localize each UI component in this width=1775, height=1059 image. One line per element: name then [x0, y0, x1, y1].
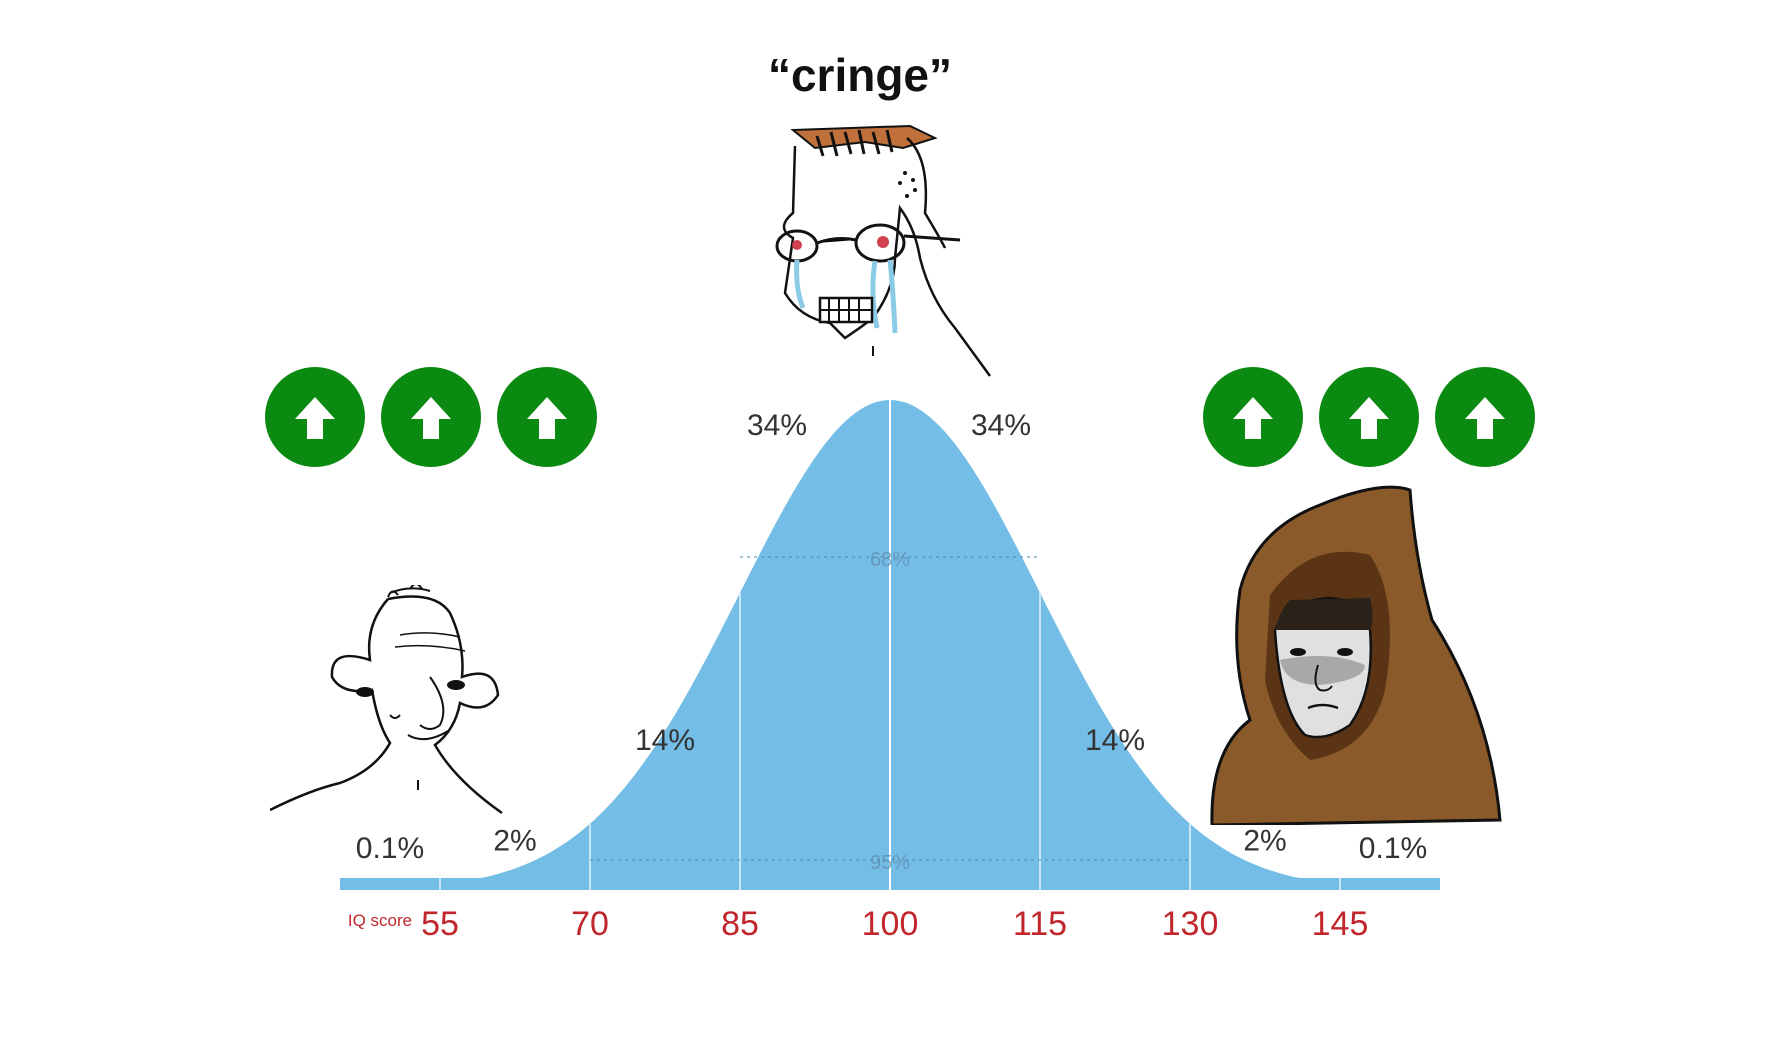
x-tick-label: 115	[1013, 905, 1067, 943]
upvote-button[interactable]	[497, 367, 597, 467]
upvote-group-left	[265, 367, 597, 467]
cringe-caption: “cringe”	[767, 49, 953, 101]
x-axis-label: IQ score	[348, 911, 412, 930]
upvote-button[interactable]	[381, 367, 481, 467]
crying-wojak-face	[775, 124, 992, 377]
upvote-group-right	[1203, 367, 1535, 467]
arrow-up-icon	[1349, 397, 1389, 439]
band-percent-label: 2%	[493, 824, 536, 857]
wojak-simple-face	[270, 585, 503, 815]
band-percent-label: 34%	[971, 409, 1031, 442]
arrow-up-icon	[527, 397, 567, 439]
upvote-button[interactable]	[1435, 367, 1535, 467]
band-percent-label: 2%	[1243, 824, 1286, 857]
upvote-button[interactable]	[1203, 367, 1303, 467]
arrow-up-icon	[295, 397, 335, 439]
hooded-wojak-face	[1210, 485, 1502, 825]
x-tick-label: 145	[1312, 905, 1369, 943]
x-tick-label: 85	[721, 905, 759, 943]
upvote-button[interactable]	[265, 367, 365, 467]
band-percent-label: 14%	[1085, 724, 1145, 757]
arrow-up-icon	[411, 397, 451, 439]
x-tick-label: 130	[1162, 905, 1219, 943]
arrow-up-icon	[1233, 397, 1273, 439]
upvote-button[interactable]	[1319, 367, 1419, 467]
band-percent-label: 14%	[635, 724, 695, 757]
interval-label: 95%	[870, 852, 910, 874]
x-tick-label: 55	[421, 905, 459, 943]
band-percent-label: 0.1%	[1359, 832, 1427, 865]
arrow-up-icon	[1465, 397, 1505, 439]
band-percent-label: 0.1%	[356, 832, 424, 865]
band-percent-label: 34%	[747, 409, 807, 442]
x-tick-label: 100	[862, 905, 919, 943]
interval-label: 68%	[870, 549, 910, 571]
x-tick-label: 70	[571, 905, 609, 943]
